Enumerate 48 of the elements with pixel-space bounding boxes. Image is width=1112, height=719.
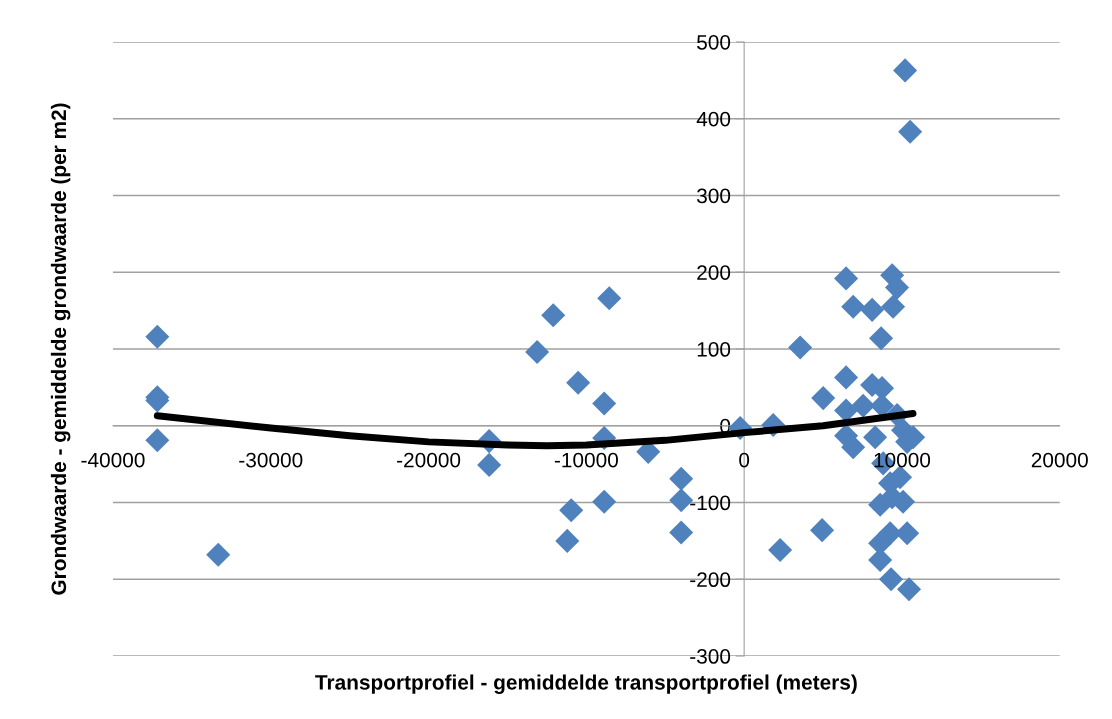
point — [206, 542, 231, 567]
y-tick-label: 300 — [696, 188, 731, 204]
point — [477, 452, 502, 477]
y-tick-label: 400 — [696, 111, 731, 127]
point — [597, 286, 622, 311]
point — [525, 340, 550, 365]
point — [145, 324, 170, 349]
point — [788, 335, 813, 360]
point — [863, 425, 888, 450]
point — [592, 489, 617, 514]
point — [559, 498, 584, 523]
y-tick-label: 100 — [697, 342, 731, 357]
point — [555, 528, 580, 553]
x-tick-label: 20000 — [1031, 452, 1088, 468]
point — [834, 365, 859, 390]
x-tick-label: -20000 — [397, 452, 461, 468]
point — [834, 266, 859, 291]
y-tick-label: -200 — [690, 572, 731, 588]
y-tick-label: 500 — [697, 34, 731, 50]
point — [869, 326, 894, 351]
point — [592, 391, 617, 416]
y-tick-label: 200 — [697, 265, 731, 280]
x-tick-label: 0 — [739, 452, 750, 468]
point — [669, 520, 694, 545]
y-tick-label: -300 — [690, 649, 731, 664]
point — [893, 58, 918, 83]
point — [881, 294, 906, 319]
point — [768, 538, 793, 563]
y-tick-label: -100 — [690, 495, 731, 511]
x-tick-label: -10000 — [554, 452, 618, 468]
point — [860, 297, 885, 322]
point — [541, 303, 566, 328]
point — [895, 521, 920, 546]
point — [841, 294, 866, 319]
point — [669, 466, 694, 491]
y-axis-title: Grondwaarde - gemiddelde grondwaarde (per m2) — [50, 103, 71, 595]
point — [897, 577, 922, 602]
point — [566, 370, 591, 395]
point — [898, 119, 923, 144]
point — [145, 428, 170, 453]
x-axis-title: Transportprofiel - gemiddelde transportprofiel (meters) — [315, 674, 857, 694]
point — [879, 567, 904, 592]
point — [810, 518, 835, 543]
x-tick-label: -30000 — [239, 452, 303, 468]
point — [868, 548, 893, 573]
point — [811, 386, 836, 411]
point — [841, 435, 866, 460]
x-tick-label: -40000 — [81, 452, 145, 468]
